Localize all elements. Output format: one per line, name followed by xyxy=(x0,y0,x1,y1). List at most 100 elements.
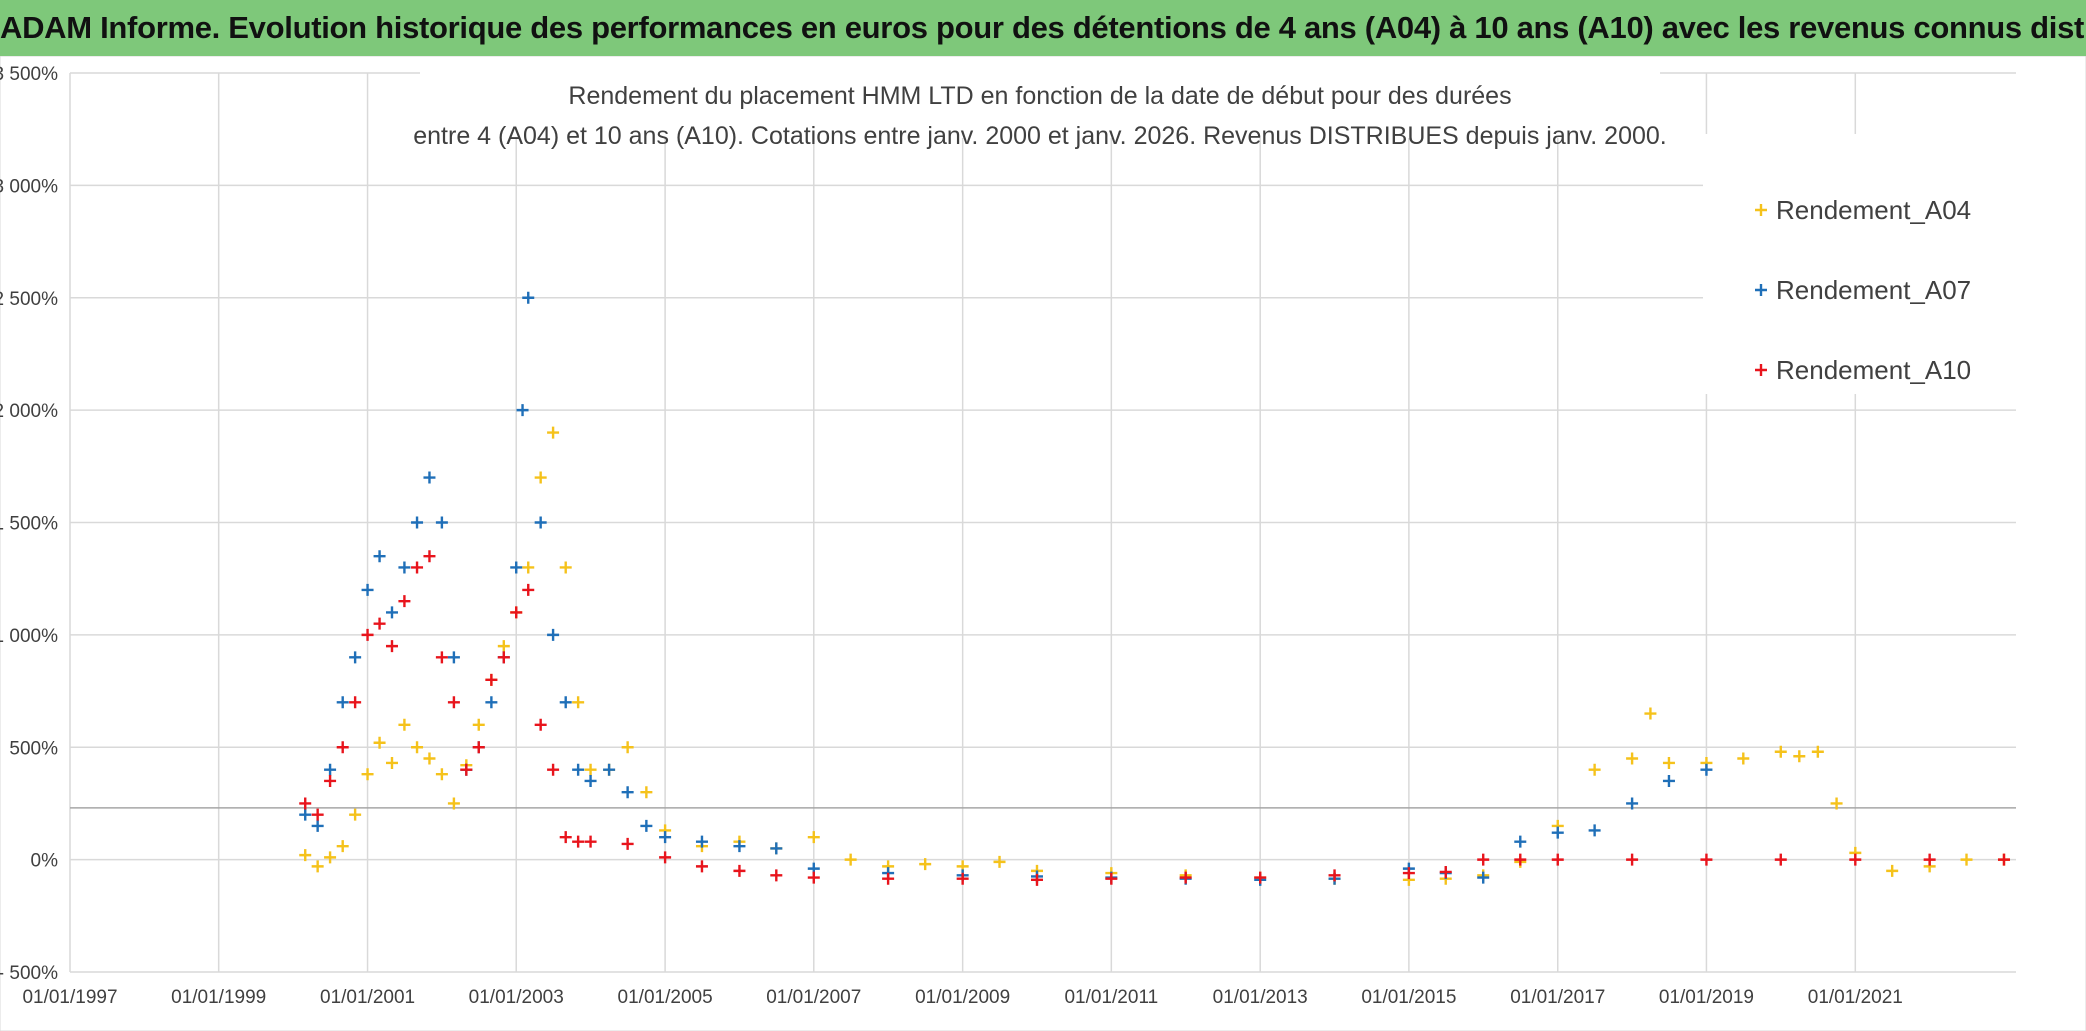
data-point xyxy=(373,550,386,563)
legend-label: Rendement_A07 xyxy=(1776,275,1971,305)
data-point xyxy=(547,763,560,776)
data-point xyxy=(993,855,1006,868)
x-tick-label: 01/01/1999 xyxy=(171,987,266,1008)
data-point xyxy=(572,835,585,848)
data-point xyxy=(1626,752,1639,765)
data-point xyxy=(1960,853,1973,866)
data-point xyxy=(299,808,312,821)
data-point xyxy=(882,872,895,885)
legend: Rendement_A04 Rendement_A07 Rendement_A10 xyxy=(1703,134,2016,394)
y-tick-label: 0% xyxy=(31,851,59,872)
data-point xyxy=(1662,774,1675,787)
data-point xyxy=(640,786,653,799)
data-point xyxy=(447,651,460,664)
x-tick-label: 01/01/2019 xyxy=(1659,987,1754,1008)
data-point xyxy=(1793,750,1806,763)
data-point xyxy=(559,561,572,574)
data-point xyxy=(547,628,560,641)
data-point xyxy=(572,696,585,709)
data-point xyxy=(385,756,398,769)
data-point xyxy=(1662,756,1675,769)
data-point xyxy=(1811,745,1824,758)
data-point xyxy=(770,842,783,855)
data-point xyxy=(423,550,436,563)
data-point xyxy=(584,835,597,848)
data-point xyxy=(349,696,362,709)
data-point xyxy=(398,561,411,574)
data-point xyxy=(398,718,411,731)
data-point xyxy=(534,471,547,484)
data-point xyxy=(1923,853,1936,866)
data-point xyxy=(423,471,436,484)
data-point xyxy=(299,849,312,862)
data-point xyxy=(336,696,349,709)
data-point xyxy=(695,860,708,873)
data-point xyxy=(807,871,820,884)
legend-marker xyxy=(1755,204,1767,216)
x-tick-label: 01/01/2017 xyxy=(1510,987,1605,1008)
data-point xyxy=(472,741,485,754)
data-point xyxy=(1700,763,1713,776)
chart-subtitle: entre 4 (A04) et 10 ans (A10). Cotations… xyxy=(413,122,1667,150)
y-tick-label: 1 500% xyxy=(0,514,58,535)
data-point xyxy=(1477,853,1490,866)
data-point xyxy=(373,736,386,749)
data-point xyxy=(311,819,324,832)
data-point xyxy=(1700,853,1713,866)
data-point xyxy=(510,561,523,574)
data-point xyxy=(1774,745,1787,758)
y-tick-label: 1 000% xyxy=(0,626,58,647)
data-point xyxy=(435,516,448,529)
data-point xyxy=(522,583,535,596)
data-point xyxy=(398,595,411,608)
banner: ADAM Informe. Evolution historique des p… xyxy=(0,0,2086,58)
x-tick-label: 01/01/2011 xyxy=(1064,987,1158,1008)
data-point xyxy=(659,851,672,864)
data-point xyxy=(1254,871,1267,884)
data-point xyxy=(373,617,386,630)
data-point xyxy=(435,651,448,664)
legend-label: Rendement_A04 xyxy=(1776,195,1971,225)
y-tick-label: 3 500% xyxy=(0,64,58,85)
series-points xyxy=(299,291,2010,886)
data-point xyxy=(621,837,634,850)
data-point xyxy=(584,763,597,776)
data-point xyxy=(1179,871,1192,884)
banner-title: ADAM Informe. Evolution historique des p… xyxy=(0,10,2086,45)
data-point xyxy=(460,763,473,776)
data-point xyxy=(659,831,672,844)
data-point xyxy=(1551,853,1564,866)
x-tick-label: 01/01/2007 xyxy=(766,987,861,1008)
data-point xyxy=(640,819,653,832)
data-point xyxy=(497,651,510,664)
data-point xyxy=(485,696,498,709)
data-point xyxy=(385,606,398,619)
data-point xyxy=(1328,869,1341,882)
data-point xyxy=(411,516,424,529)
data-point xyxy=(497,640,510,653)
legend-marker xyxy=(1755,284,1767,296)
data-point xyxy=(435,768,448,781)
data-point xyxy=(807,831,820,844)
data-point xyxy=(1105,872,1118,885)
y-tick-label: 2 000% xyxy=(0,401,58,422)
data-point xyxy=(547,426,560,439)
chart: Rendement du placement HMM LTD en foncti… xyxy=(0,56,2086,1031)
data-point xyxy=(534,718,547,731)
data-point xyxy=(621,741,634,754)
data-point xyxy=(349,651,362,664)
chart-title: Rendement du placement HMM LTD en foncti… xyxy=(568,82,1511,110)
data-point xyxy=(516,404,529,417)
data-point xyxy=(534,516,547,529)
data-point xyxy=(733,840,746,853)
data-point xyxy=(324,851,337,864)
data-point xyxy=(1849,853,1862,866)
y-tick-label: - 500% xyxy=(0,963,58,984)
data-point xyxy=(770,869,783,882)
data-point xyxy=(919,858,932,871)
legend-marker xyxy=(1755,364,1767,376)
data-point xyxy=(299,797,312,810)
x-tick-label: 01/01/2013 xyxy=(1213,987,1308,1008)
data-point xyxy=(1626,853,1639,866)
data-point xyxy=(559,696,572,709)
